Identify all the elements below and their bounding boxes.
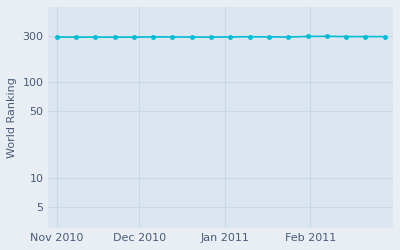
Y-axis label: World Ranking: World Ranking (7, 77, 17, 158)
